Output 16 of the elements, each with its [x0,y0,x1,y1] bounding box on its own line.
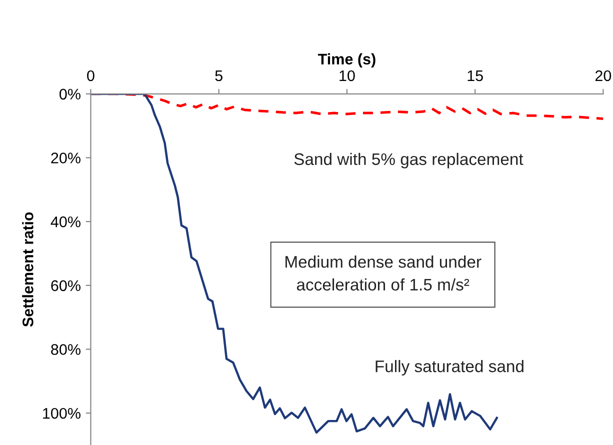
y-tick-label: 60% [51,280,80,292]
x-tick-label: 10 [340,70,355,82]
x-tick-label: 5 [215,70,222,82]
y-tick-label: 20% [51,152,80,164]
x-tick-label: 0 [87,70,94,82]
text: Sand with 5% gas replacement [294,152,524,168]
x-axis-title: Time (s) [318,53,376,68]
y-tick-label: 80% [51,344,80,355]
y-tick-label: 40% [50,216,80,228]
annotation: Medium dense sand under acceleration of 1.5 m/s² [286,256,482,291]
x-tick-label: 20 [595,70,612,82]
y-tick-label: 100% [43,408,80,419]
series-label: Fully saturated sand [376,360,524,376]
x-tick-label: 15 [468,70,483,82]
y-axis-title: Settlement ratio [22,212,34,327]
y-tick-label: 0% [60,88,80,100]
